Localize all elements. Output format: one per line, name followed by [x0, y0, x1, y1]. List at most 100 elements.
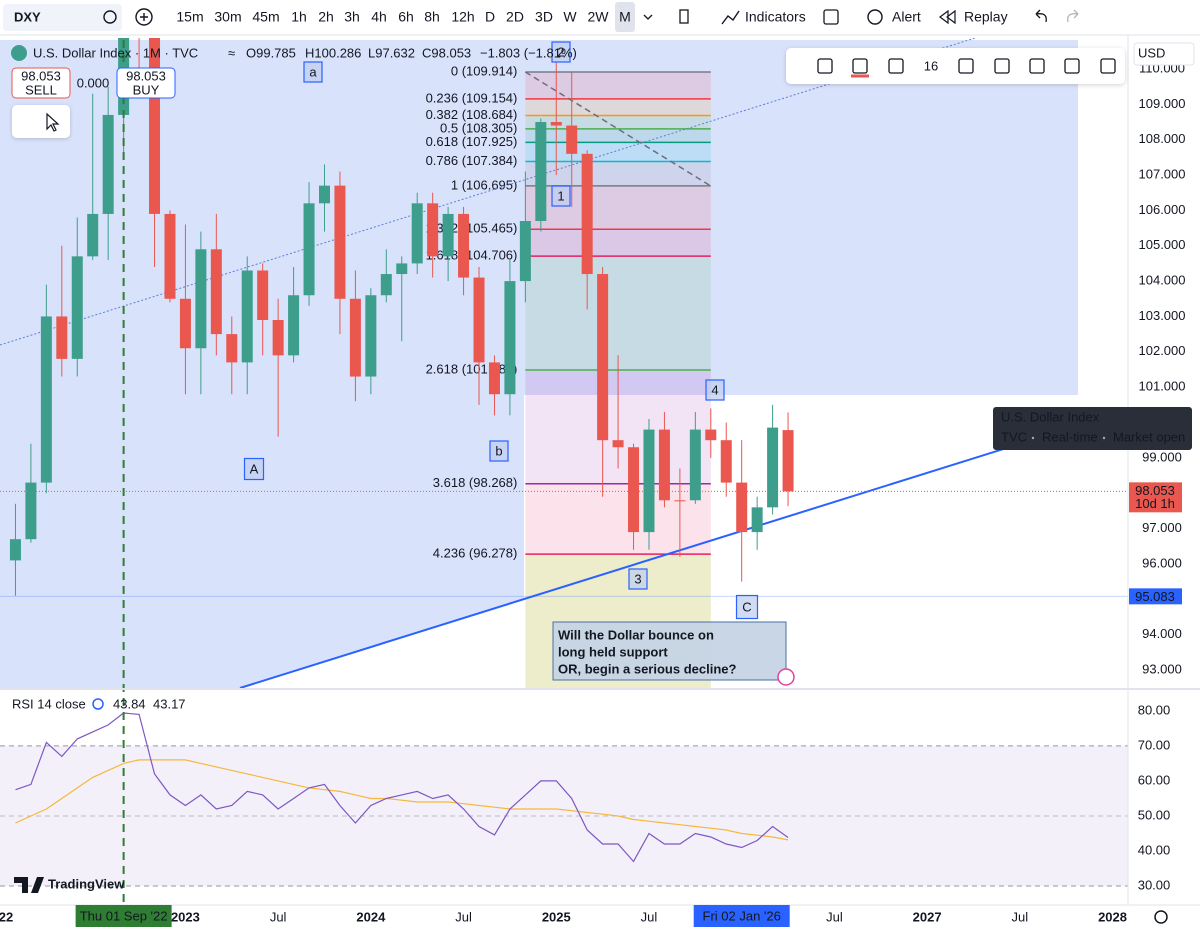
style-tool[interactable]: [958, 58, 974, 74]
candle-body: [736, 482, 748, 533]
interval[interactable]: W: [563, 9, 577, 25]
candle-body: [380, 274, 392, 296]
interval[interactable]: 3h: [344, 9, 360, 25]
crosshair-label-bg: [693, 905, 790, 927]
redo[interactable]: [1067, 9, 1079, 23]
candle-body: [720, 440, 732, 483]
ohlc-value: −1.803 (−1.81%): [480, 45, 577, 60]
add-plus: [140, 13, 148, 21]
toolbar-bg: [0, 0, 1200, 35]
interval[interactable]: 8h: [424, 9, 440, 25]
top-toolbar: DXY 15m 30m 45m 1h 2h 3h 4h 6h 8h 12h D 2D 3D W 2W M Indi…: [0, 0, 1200, 36]
tooltip-feed: Real-time: [1042, 429, 1098, 444]
interval[interactable]: 1h: [291, 9, 307, 25]
crosshair-label-bg: [75, 905, 172, 927]
candle-body: [102, 114, 114, 214]
interval[interactable]: 6h: [398, 9, 414, 25]
buy-label: BUY: [133, 82, 160, 97]
candle-body: [612, 440, 624, 448]
add-icon[interactable]: [135, 8, 153, 26]
indicators[interactable]: Indicators: [745, 9, 806, 25]
candle-body: [318, 185, 330, 204]
interval[interactable]: 45m: [252, 9, 279, 25]
overlay: a b A C 1 2 3 4 Will the Dollar bounce on long he…: [0, 35, 1200, 931]
symbol-search[interactable]: [3, 4, 122, 31]
candle-body: [488, 362, 500, 395]
y-tick-label: 107.000: [1139, 166, 1186, 181]
fib-label: 1.618 (104.706): [426, 248, 518, 263]
crosshair-label: Thu 01 Sep '22: [80, 908, 168, 923]
fib-zone: [525, 142, 711, 162]
x-tick-label: 22: [0, 909, 13, 924]
indicator-icon: ≈: [228, 45, 235, 60]
candle-body: [504, 281, 516, 395]
interval[interactable]: 30m: [214, 9, 241, 25]
interval[interactable]: 15m: [176, 9, 203, 25]
x-tick-label: 2027: [913, 909, 942, 924]
rsi-tick-label: 60.00: [1138, 772, 1171, 787]
y-tick-label: 108.000: [1139, 131, 1186, 146]
color-tool[interactable]: [888, 58, 904, 74]
layouts-icon[interactable]: [823, 9, 839, 25]
time-axis-bg: [0, 905, 1200, 931]
interval[interactable]: 3D: [535, 9, 553, 25]
settings-icon[interactable]: [1154, 910, 1168, 924]
x-tick-label: 2025: [542, 909, 571, 924]
fib-zone: [525, 256, 711, 370]
undo[interactable]: [1035, 9, 1047, 23]
wave-label: C: [742, 599, 751, 614]
trend-line: [524, 71, 712, 187]
interval[interactable]: D: [485, 9, 495, 25]
alert-tag-label: 95.083: [1135, 589, 1175, 604]
candle-body: [581, 153, 593, 275]
icon[interactable]: [817, 58, 833, 74]
symbol-icon: [11, 45, 27, 61]
interval[interactable]: M: [619, 9, 631, 25]
ohlc-value: L97.632: [368, 45, 415, 60]
alert[interactable]: Alert: [892, 9, 921, 25]
interval[interactable]: 2W: [588, 9, 610, 25]
interval[interactable]: 2h: [318, 9, 334, 25]
candle-body: [674, 500, 686, 502]
interval[interactable]: 2D: [506, 9, 524, 25]
line-width[interactable]: 16: [924, 58, 938, 73]
fib-label: 0.382 (108.684): [426, 107, 518, 122]
candle-body: [40, 316, 52, 483]
buy-button[interactable]: [116, 67, 176, 99]
sell-button[interactable]: [11, 67, 71, 99]
indicators-icon: [721, 10, 740, 25]
more[interactable]: [1100, 58, 1116, 74]
replay-icon: [939, 9, 956, 25]
ohlc-value: H100.286: [305, 45, 361, 60]
interval[interactable]: 12h: [451, 9, 474, 25]
delete[interactable]: [1064, 58, 1080, 74]
wave-label: 4: [711, 382, 718, 397]
candle-body: [288, 295, 300, 356]
wave-label: 1: [557, 188, 564, 203]
sep: [1102, 436, 1106, 440]
candle-body: [87, 213, 99, 257]
chart-type-icon[interactable]: [679, 9, 689, 24]
currency-select[interactable]: [1133, 42, 1195, 66]
ohlc-value: O99.785: [246, 45, 296, 60]
note-line: Will the Dollar bounce on: [558, 627, 714, 642]
candle-body: [628, 447, 640, 533]
interval[interactable]: 4h: [371, 9, 387, 25]
replay[interactable]: Replay: [964, 9, 1008, 25]
fib-zone: [525, 98, 711, 116]
wave-label-box: [551, 185, 571, 207]
wave-label: b: [495, 443, 502, 458]
y-tick-label: 109.000: [1139, 96, 1186, 111]
sell-label: SELL: [25, 82, 57, 97]
price-axis-bg: [1128, 35, 1200, 905]
lock[interactable]: [994, 58, 1010, 74]
text-tool[interactable]: [852, 58, 868, 74]
anchor[interactable]: [1029, 58, 1045, 74]
buy-price: 98.053: [126, 68, 166, 83]
compare-icon[interactable]: [103, 10, 117, 24]
fib-label: 1.382 (105.465): [426, 221, 518, 236]
countdown: 10d 1h: [1135, 496, 1175, 511]
